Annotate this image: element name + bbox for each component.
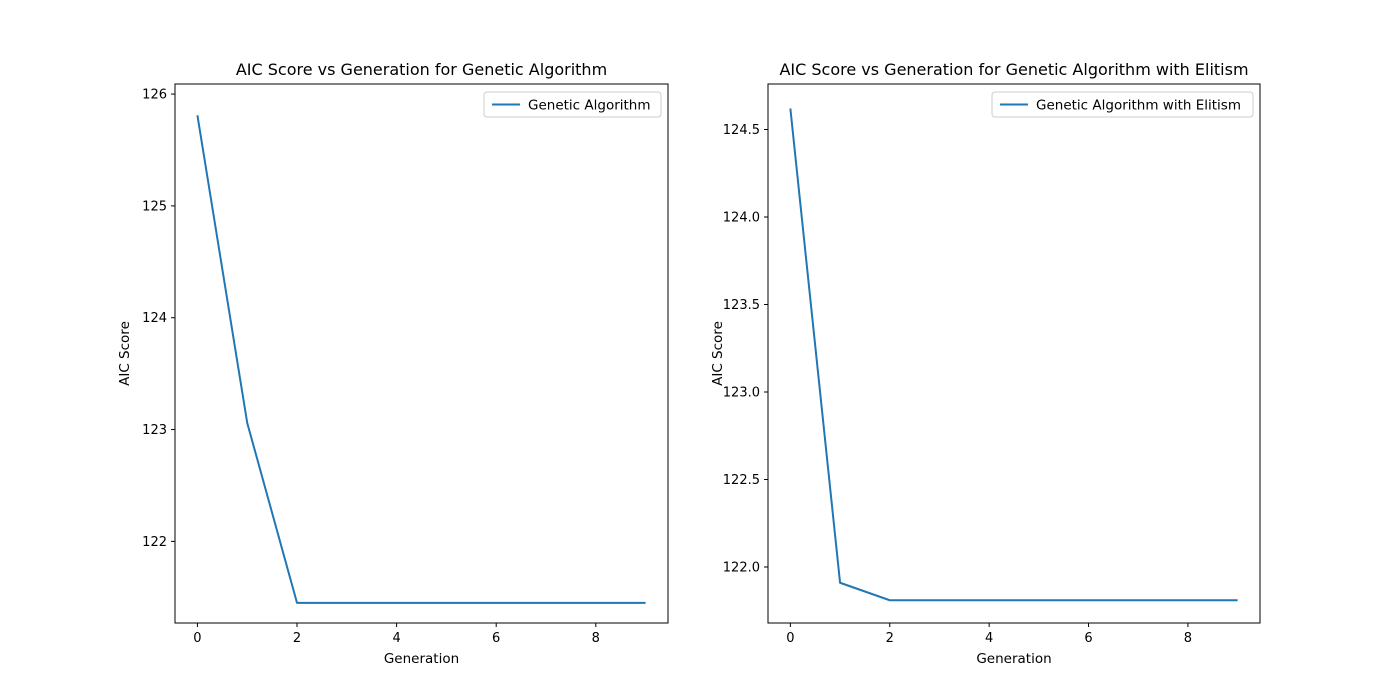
chart-title: AIC Score vs Generation for Genetic Algo… xyxy=(236,60,607,79)
x-tick-label: 6 xyxy=(492,631,500,646)
plot-area xyxy=(174,83,669,624)
x-axis-label: Generation xyxy=(976,651,1051,667)
chart-1: AIC Score vs Generation for Genetic Algo… xyxy=(117,60,669,667)
x-tick-label: 2 xyxy=(886,631,894,646)
x-tick-label: 0 xyxy=(193,631,201,646)
chart-title: AIC Score vs Generation for Genetic Algo… xyxy=(779,60,1248,79)
legend-box xyxy=(483,91,662,118)
y-tick-label: 123.0 xyxy=(723,386,760,401)
legend-box xyxy=(991,91,1254,118)
x-axis-label: Generation xyxy=(384,651,459,667)
y-tick-label: 122 xyxy=(142,535,167,550)
y-axis-label: AIC Score xyxy=(117,321,133,386)
x-tick-label: 4 xyxy=(392,631,400,646)
y-tick-label: 124.5 xyxy=(723,123,760,138)
x-tick-label: 0 xyxy=(786,631,794,646)
x-tick-label: 6 xyxy=(1084,631,1092,646)
series-line xyxy=(789,108,1238,602)
plot-area xyxy=(767,83,1261,624)
legend-label: Genetic Algorithm xyxy=(528,98,651,114)
y-axis-label: AIC Score xyxy=(710,321,726,386)
y-tick-label: 122.0 xyxy=(723,561,760,576)
y-tick-label: 126 xyxy=(142,88,167,103)
series-line xyxy=(196,115,646,604)
chart-2: AIC Score vs Generation for Genetic Algo… xyxy=(710,60,1261,667)
y-tick-label: 125 xyxy=(142,199,167,214)
y-tick-label: 122.5 xyxy=(723,473,760,488)
y-tick-label: 124 xyxy=(142,311,167,326)
x-tick-label: 2 xyxy=(293,631,301,646)
legend-label: Genetic Algorithm with Elitism xyxy=(1036,98,1241,114)
x-tick-label: 4 xyxy=(985,631,993,646)
x-tick-label: 8 xyxy=(1184,631,1192,646)
y-tick-label: 124.0 xyxy=(723,211,760,226)
y-tick-label: 123.5 xyxy=(723,298,760,313)
x-tick-label: 8 xyxy=(592,631,600,646)
y-tick-label: 123 xyxy=(142,423,167,438)
